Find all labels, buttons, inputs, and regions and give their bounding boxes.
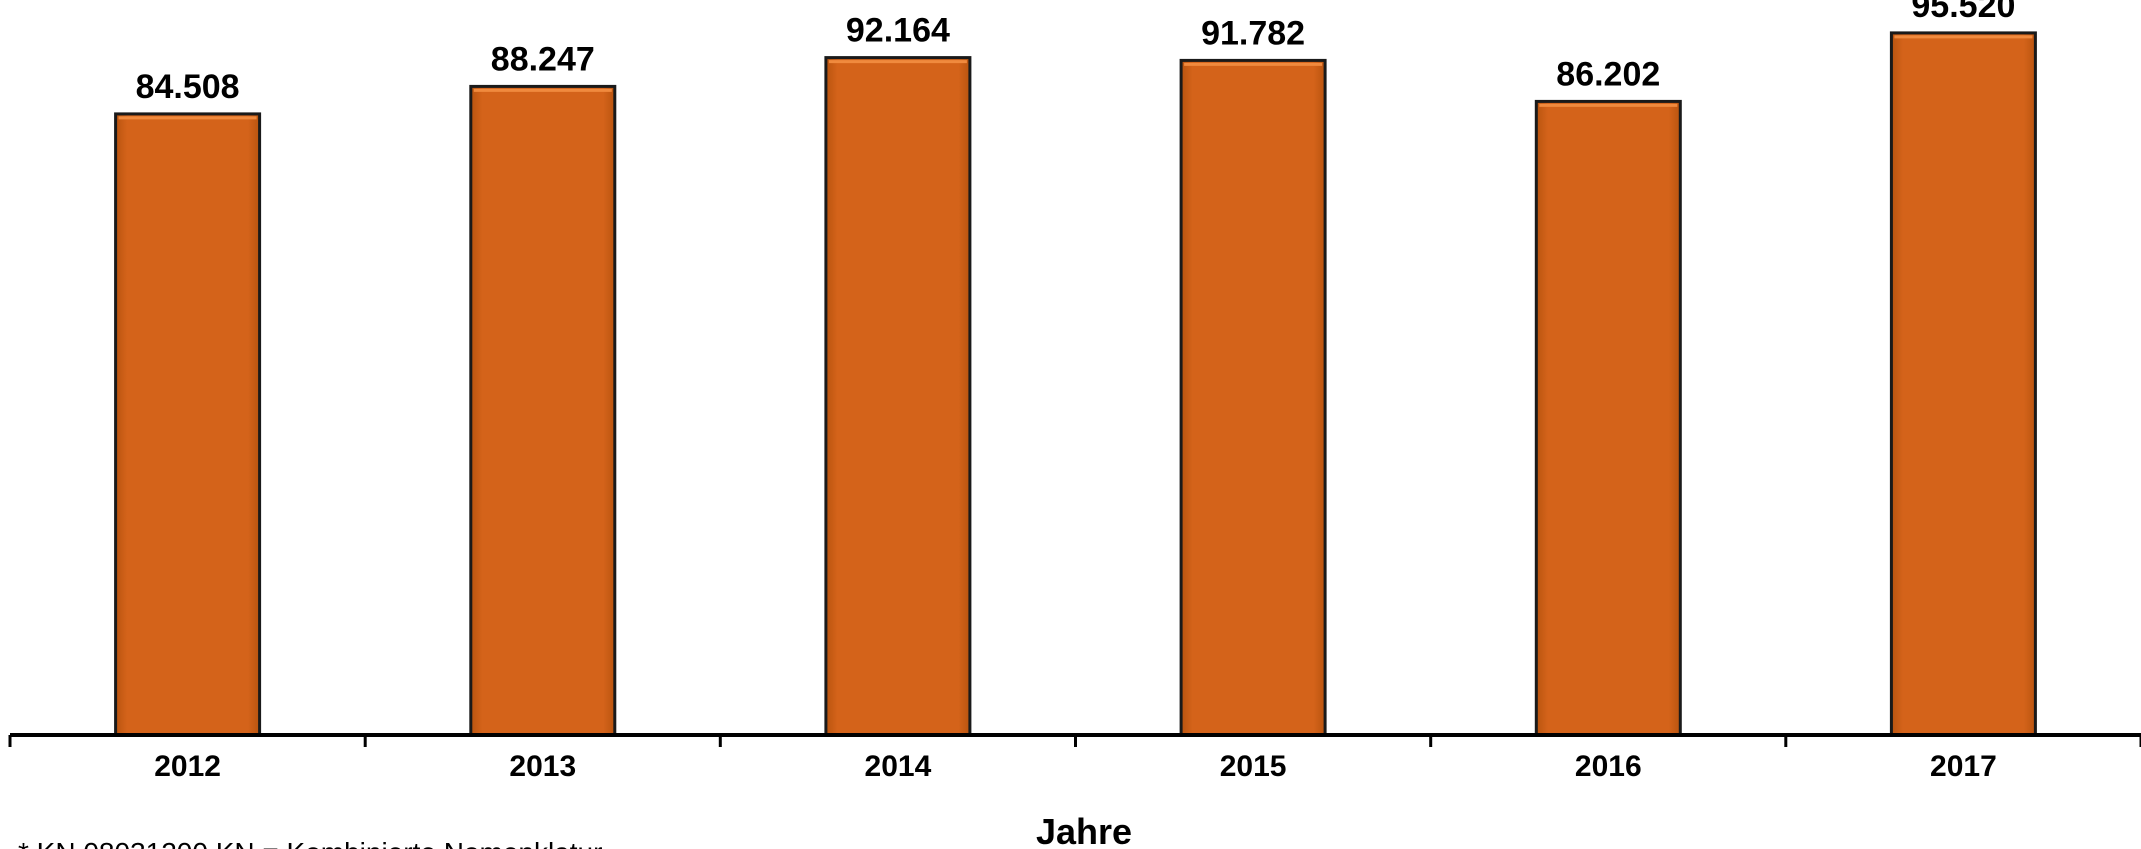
x-tick-labels-layer: 2012 2013 2014 2015 2016 2017 <box>154 750 1997 783</box>
value-label-2016: 86.202 <box>1556 55 1660 93</box>
bars-layer <box>114 31 2037 737</box>
x-tick-label-2016: 2016 <box>1575 750 1642 783</box>
bar-2014 <box>824 56 972 737</box>
bar-2013 <box>469 84 617 737</box>
x-tick-label-2013: 2013 <box>509 750 576 783</box>
x-axis-title: Jahre <box>1036 811 1132 849</box>
value-labels-layer: 84.508 88.247 92.164 91.782 86.202 95.520 <box>136 0 2016 106</box>
value-label-2014: 92.164 <box>846 12 950 50</box>
x-ticks-layer <box>8 735 2141 747</box>
bar-2017 <box>1889 31 2037 737</box>
bar-2012 <box>114 112 262 737</box>
x-tick-label-2017: 2017 <box>1930 750 1997 783</box>
x-tick-label-2015: 2015 <box>1220 750 1287 783</box>
x-tick-label-2014: 2014 <box>865 750 932 783</box>
value-label-2015: 91.782 <box>1201 14 1305 52</box>
value-label-2017: 95.520 <box>1911 0 2015 25</box>
value-label-2013: 88.247 <box>491 40 595 78</box>
x-tick-label-2012: 2012 <box>154 750 221 783</box>
bar-2015 <box>1179 58 1327 737</box>
bar-2016 <box>1534 99 1682 737</box>
value-label-2012: 84.508 <box>136 68 240 106</box>
footnote: * KN 08031200 KN = Kombinierte Nomenklat… <box>18 837 602 849</box>
